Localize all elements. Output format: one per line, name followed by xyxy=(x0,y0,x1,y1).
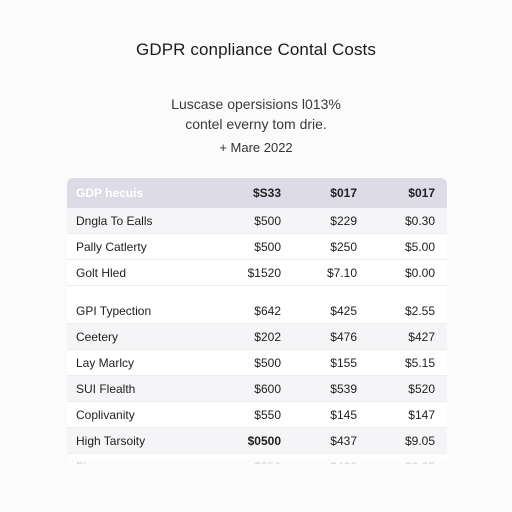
column-header-1: $S33 xyxy=(252,186,281,200)
date-label: + Mare 2022 xyxy=(219,140,293,155)
row-value-3-cell: $427 xyxy=(408,329,435,344)
table-group-2: GPI Typection $642 $425 $2.55 Ceetery $202 $47… xyxy=(67,298,447,464)
row-value-2-cell: $425 xyxy=(330,303,357,318)
subtitle-line-2: contel everny tom drie. xyxy=(185,116,327,132)
row-value-3-cell: $9.05 xyxy=(404,433,435,448)
row-value-2-cell: $229 xyxy=(330,213,357,228)
row-name-cell: SUI Flealth xyxy=(76,381,136,396)
row-value-2-cell: $250 xyxy=(330,239,357,254)
row-value-2-cell: $476 xyxy=(330,329,357,344)
row-value-3-cell: $147 xyxy=(408,407,435,422)
row-value-2-cell: $155 xyxy=(330,355,357,370)
table-row: GPI Typection $642 $425 $2.55 xyxy=(67,298,447,324)
column-header-3: $017 xyxy=(408,186,435,200)
row-value-1-cell: $500 xyxy=(254,213,281,228)
row-value-1-cell: $500 xyxy=(254,355,281,370)
row-value-3-cell: $520 xyxy=(408,381,435,396)
row-value-1-cell: $0500 xyxy=(247,433,281,448)
row-value-1-cell: $1520 xyxy=(247,265,281,280)
row-value-3-cell: $5.15 xyxy=(404,355,435,370)
subtitle-line-1: Luscase opersisions l013% xyxy=(171,96,341,112)
row-name-cell: GPI Typection xyxy=(76,303,152,318)
table-row: Ceetery $202 $476 $427 xyxy=(67,324,447,350)
row-value-1-cell: $500 xyxy=(254,239,281,254)
row-name-cell: Pally Catlerty xyxy=(76,239,147,254)
row-value-1-cell: $600 xyxy=(254,381,281,396)
row-value-1-cell: $642 xyxy=(254,303,281,318)
row-value-2-cell: $437 xyxy=(330,433,357,448)
row-value-1-cell: $550 xyxy=(254,407,281,422)
table-group-1: Dngla To Ealls $500 $229 $0.30 Pally Catlert… xyxy=(67,208,447,286)
table-fade xyxy=(67,452,447,466)
group-spacer xyxy=(67,286,447,298)
row-name-cell: Coplivanity xyxy=(76,407,135,422)
table-row: Lay Marlcy $500 $155 $5.15 xyxy=(67,350,447,376)
row-value-2-cell: $539 xyxy=(330,381,357,396)
row-value-3-cell: $0.00 xyxy=(404,265,435,280)
column-header-2: $017 xyxy=(330,186,357,200)
row-value-1-cell: $202 xyxy=(254,329,281,344)
row-name-cell: High Tarsoity xyxy=(76,433,146,448)
row-name-cell: Ceetery xyxy=(76,329,119,344)
cost-table: GDP hecuis $S33 $017 $017 Dngla To Ealls… xyxy=(67,178,447,464)
row-name-cell: Lay Marlcy xyxy=(76,355,135,370)
row-value-3-cell: $0.30 xyxy=(404,213,435,228)
table-row: Golt Hled $1520 $7.10 $0.00 xyxy=(67,260,447,286)
table-header: GDP hecuis $S33 $017 $017 xyxy=(67,178,447,208)
column-header-name: GDP hecuis xyxy=(76,186,144,200)
row-name-cell: Golt Hled xyxy=(76,265,127,280)
row-value-2-cell: $7.10 xyxy=(326,265,357,280)
page-title: GDPR conpliance Contal Costs xyxy=(136,40,376,59)
table-row: Coplivanity $550 $145 $147 xyxy=(67,402,447,428)
table-row: Dngla To Ealls $500 $229 $0.30 xyxy=(67,208,447,234)
row-name-cell: Dngla To Ealls xyxy=(76,213,153,228)
table-row: High Tarsoity $0500 $437 $9.05 xyxy=(67,428,447,454)
row-value-2-cell: $145 xyxy=(330,407,357,422)
table-row: Pally Catlerty $500 $250 $5.00 xyxy=(67,234,447,260)
row-value-3-cell: $5.00 xyxy=(404,239,435,254)
row-value-3-cell: $2.55 xyxy=(404,303,435,318)
table-row: SUI Flealth $600 $539 $520 xyxy=(67,376,447,402)
